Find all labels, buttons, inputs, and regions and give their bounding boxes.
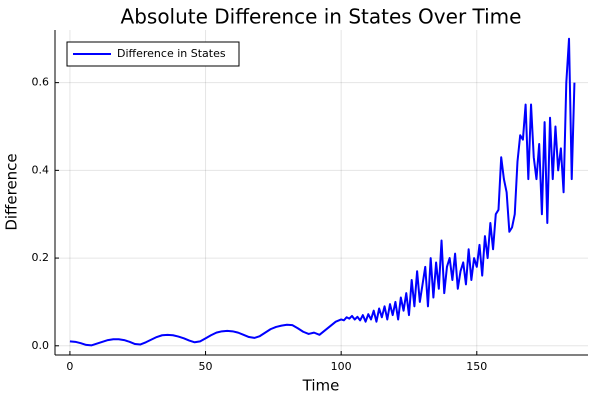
x-tick-label: 100: [331, 360, 352, 373]
data-line: [69, 37, 576, 347]
y-tick-label: 0.4: [32, 163, 50, 176]
y-tick-label: 0.2: [32, 251, 50, 264]
chart-title: Absolute Difference in States Over Time: [121, 5, 522, 29]
x-tick-label: 0: [66, 360, 73, 373]
y-axis-label: Difference: [3, 153, 21, 230]
legend-label: Difference in States: [117, 47, 226, 60]
legend-box: [66, 41, 240, 67]
y-tick-label: 0.0: [32, 339, 50, 352]
x-axis-label: Time: [302, 377, 340, 395]
x-tick-label: 150: [466, 360, 487, 373]
y-tick-label: 0.6: [32, 76, 50, 89]
x-tick-label: 50: [199, 360, 213, 373]
